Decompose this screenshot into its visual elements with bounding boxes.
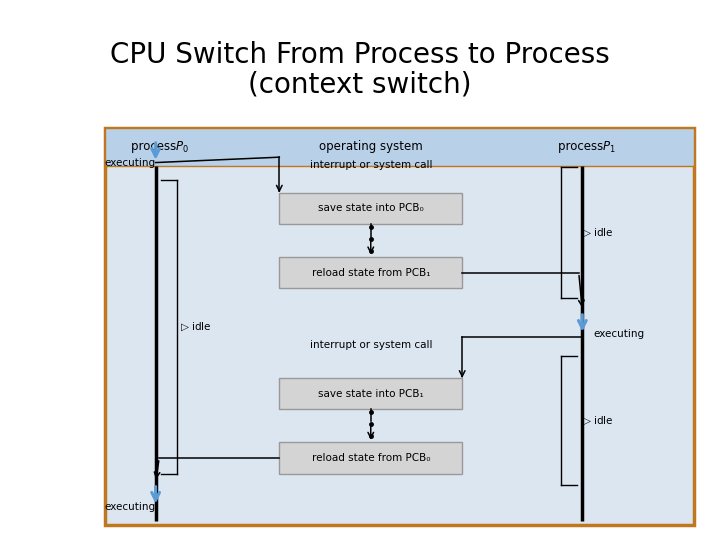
Text: reload state from PCB₀: reload state from PCB₀ — [312, 453, 430, 463]
Text: process: process — [131, 140, 180, 153]
Bar — [279, 378, 462, 409]
Text: interrupt or system call: interrupt or system call — [310, 340, 432, 350]
Text: executing: executing — [593, 329, 644, 340]
Text: executing: executing — [104, 502, 155, 512]
Text: save state into PCB₁: save state into PCB₁ — [318, 389, 423, 399]
Text: operating system: operating system — [319, 140, 423, 153]
Bar — [279, 257, 462, 288]
Text: $P_0$: $P_0$ — [175, 139, 189, 154]
Bar — [279, 193, 462, 224]
Text: $P_1$: $P_1$ — [602, 139, 616, 154]
Text: reload state from PCB₁: reload state from PCB₁ — [312, 268, 430, 278]
Text: CPU Switch From Process to Process: CPU Switch From Process to Process — [110, 41, 610, 69]
Text: process: process — [558, 140, 607, 153]
Bar — [105, 127, 693, 525]
Text: (context switch): (context switch) — [248, 71, 472, 99]
Text: $\triangleright$ idle: $\triangleright$ idle — [582, 226, 614, 239]
Text: executing: executing — [104, 158, 155, 167]
Bar — [279, 442, 462, 474]
Text: $\triangleright$ idle: $\triangleright$ idle — [582, 414, 614, 427]
Text: interrupt or system call: interrupt or system call — [310, 160, 432, 170]
Text: $\triangleright$ idle: $\triangleright$ idle — [180, 321, 212, 333]
Bar — [105, 127, 693, 166]
Text: save state into PCB₀: save state into PCB₀ — [318, 203, 423, 213]
